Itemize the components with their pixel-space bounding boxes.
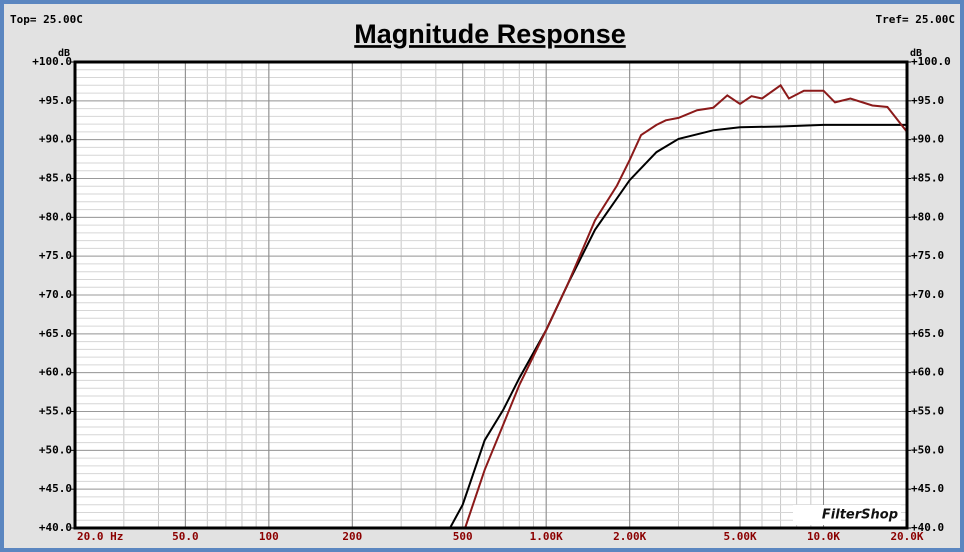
y-tick-label: +40.0 [39,521,72,534]
x-tick-label: 200 [342,530,362,543]
top-temperature: Top= 25.00C [10,13,83,26]
y-tick-label: +50.0 [39,443,72,456]
y-tick-label: +60.0 [39,366,72,379]
reference-temperature: Tref= 25.00C [876,13,955,26]
y-tick-label: +90.0 [39,133,72,146]
x-tick-label: 50.0 [172,530,199,543]
y2-tick-label: +55.0 [911,405,944,418]
y-tick-label: +85.0 [39,172,72,185]
y2-tick-label: +95.0 [911,94,944,107]
y2-tick-label: +65.0 [911,327,944,340]
x-tick-label: 5.00K [723,530,756,543]
y2-tick-label: +45.0 [911,482,944,495]
y-tick-label: +65.0 [39,327,72,340]
y2-tick-label: +60.0 [911,366,944,379]
lines [75,83,908,529]
y2-tick-label: +70.0 [911,288,944,301]
series-line [75,123,907,529]
y2-tick-label: +50.0 [911,443,944,456]
x-tick-label: 500 [453,530,473,543]
y-axis-label: dB [58,48,70,59]
y2-tick-label: +80.0 [911,210,944,223]
labels: +40.0 +40.0 +45.0 +45.0 +50.0 +50.0 +55.0 +55.0… [32,55,951,543]
watermark-background [793,505,901,525]
watermark: FilterShop [822,508,898,523]
grid [74,61,908,529]
x-tick-label: 2.00K [613,530,646,543]
x-tick-label: 100 [259,530,279,543]
y-tick-label: +70.0 [39,288,72,301]
y2-tick-label: +90.0 [911,133,944,146]
y-tick-label: +80.0 [39,210,72,223]
series-line [75,83,908,529]
chart-title: Magnitude Response [354,19,626,49]
y-tick-label: +95.0 [39,94,72,107]
y2-tick-label: +100.0 [911,55,951,68]
y2-axis-label: dB [910,48,922,59]
y-tick-label: +100.0 [32,55,72,68]
y-tick-label: +55.0 [39,405,72,418]
y2-tick-label: +75.0 [911,249,944,262]
y2-tick-label: +40.0 [911,521,944,534]
x-tick-label: 20.0 Hz [77,530,123,543]
x-tick-label: 10.0K [807,530,840,543]
x-tick-label: 1.00K [530,530,563,543]
y2-tick-label: +85.0 [911,172,944,185]
y-tick-label: +75.0 [39,249,72,262]
x-tick-label: 20.0K [890,530,923,543]
y-tick-label: +45.0 [39,482,72,495]
